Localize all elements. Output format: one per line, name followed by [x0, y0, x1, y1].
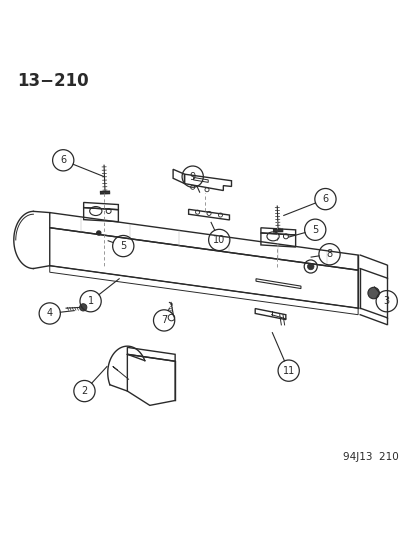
Text: 11: 11	[282, 366, 294, 376]
Circle shape	[97, 231, 100, 235]
Text: 8: 8	[326, 249, 332, 259]
Text: 5: 5	[120, 241, 126, 251]
Text: 13−210: 13−210	[17, 72, 88, 91]
Text: 1: 1	[87, 296, 93, 306]
Text: 6: 6	[322, 194, 328, 204]
Circle shape	[79, 304, 87, 311]
Text: 10: 10	[213, 235, 225, 245]
Text: 5: 5	[311, 225, 318, 235]
Circle shape	[307, 263, 313, 270]
Text: 3: 3	[383, 296, 389, 306]
Circle shape	[367, 287, 378, 299]
Text: 4: 4	[47, 309, 53, 319]
Text: 6: 6	[60, 155, 66, 165]
Text: 9: 9	[189, 172, 195, 182]
Text: 94J13  210: 94J13 210	[342, 452, 398, 462]
Text: 7: 7	[161, 316, 167, 326]
Text: 2: 2	[81, 386, 88, 396]
